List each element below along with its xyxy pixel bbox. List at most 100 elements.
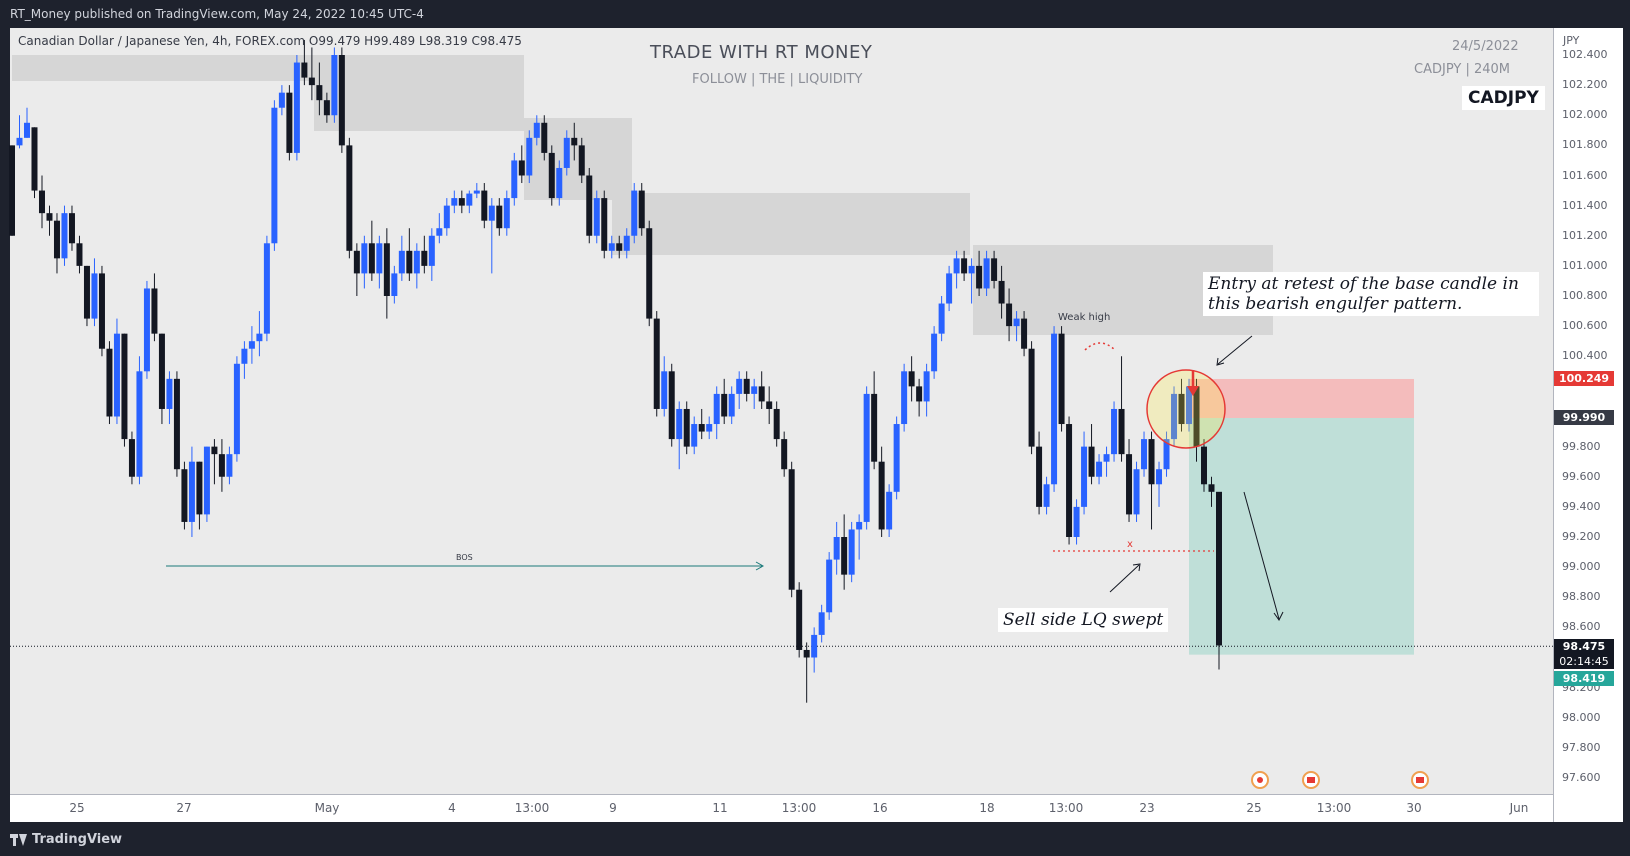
candle-body <box>443 205 450 229</box>
candle-body <box>1043 484 1050 507</box>
candle-body <box>16 137 23 146</box>
candle-body <box>668 371 675 440</box>
candle-body <box>1066 424 1073 537</box>
candle-body <box>413 250 420 274</box>
candle-body <box>53 220 60 259</box>
candle-body <box>803 649 810 658</box>
candle-body <box>751 386 758 394</box>
time-tick-label: 13:00 <box>1316 801 1352 815</box>
candle-body <box>946 273 953 304</box>
candle-body <box>841 537 848 575</box>
entry-arrow-icon <box>1187 386 1199 396</box>
candle-body <box>496 205 503 229</box>
candle-body <box>526 137 533 176</box>
sweep-pointer-line <box>1109 564 1140 593</box>
candle-body <box>166 378 173 409</box>
candle-body <box>766 401 773 409</box>
candle-body <box>758 386 765 402</box>
candle-body <box>256 333 263 342</box>
candle-body <box>376 243 383 274</box>
candle-body <box>466 193 473 206</box>
price-axis[interactable] <box>1553 28 1623 822</box>
candle-body <box>878 461 885 530</box>
price-tick-label: 102.400 <box>1562 48 1608 61</box>
candle-body <box>218 454 225 477</box>
weak-high-label: Weak high <box>1058 312 1111 323</box>
candle-body <box>1096 461 1103 477</box>
candle-body <box>1141 439 1148 470</box>
candle-body <box>541 122 548 153</box>
candle-body <box>548 152 555 199</box>
time-tick-label: 25 <box>1246 801 1262 815</box>
entry-annotation[interactable]: Entry at retest of the base candle in th… <box>1203 272 1539 316</box>
price-unit: JPY <box>1563 34 1580 47</box>
time-tick-label: 4 <box>448 801 456 815</box>
candle-body <box>601 198 608 251</box>
price-tick-label: 100.400 <box>1562 349 1608 363</box>
candle-body <box>781 439 788 470</box>
candle-body <box>1111 408 1118 455</box>
candle-body <box>533 122 540 138</box>
candle-body <box>848 529 855 575</box>
price-tick-label: 98.800 <box>1562 590 1601 604</box>
candle-body <box>511 160 518 199</box>
candle-body <box>361 243 368 274</box>
tradingview-logo[interactable]: TradingView <box>10 832 122 847</box>
candle-body <box>158 333 165 409</box>
candle-body <box>886 491 893 530</box>
candle-body <box>556 167 563 199</box>
candle-body <box>1073 506 1080 537</box>
candle-body <box>736 378 743 394</box>
candle-body <box>713 393 720 425</box>
price-tick-label: 101.600 <box>1562 168 1608 182</box>
candle-body <box>1193 386 1200 447</box>
time-tick-label: Jun <box>1509 801 1529 815</box>
sweep-annotation[interactable]: Sell side LQ swept <box>998 608 1169 632</box>
candle-body <box>331 55 338 116</box>
candle-body <box>908 371 915 387</box>
candle-body <box>593 198 600 236</box>
candle-body <box>316 85 323 101</box>
candle-body <box>1163 439 1170 470</box>
candle-body <box>98 273 105 349</box>
canada-flag-icon[interactable] <box>1411 771 1429 789</box>
engulfing-highlight-circle <box>1146 369 1226 449</box>
candle-body <box>578 145 585 176</box>
time-tick-label: 23 <box>1139 801 1155 815</box>
time-tick-label: May <box>314 801 340 815</box>
candle-body <box>676 408 683 440</box>
candle-body <box>833 537 840 560</box>
candle-body <box>1058 333 1065 425</box>
price-tick-label: 100.800 <box>1562 289 1608 302</box>
price-tick-label: 101.200 <box>1562 228 1608 242</box>
time-tick-label: 27 <box>176 801 192 815</box>
publisher-line: RT_Money published on TradingView.com, M… <box>10 7 424 21</box>
candle-body <box>631 190 638 236</box>
candle-body <box>638 190 645 229</box>
price-tick-label: 100.600 <box>1562 319 1608 333</box>
candle-body <box>263 243 270 334</box>
price-tick-label: 98.600 <box>1562 620 1601 634</box>
candle-body <box>916 386 923 402</box>
candle-body <box>38 190 45 214</box>
candle-body <box>661 371 668 409</box>
time-axis[interactable] <box>10 794 1553 823</box>
candle-body <box>428 235 435 266</box>
candle-body <box>1133 469 1140 515</box>
candle-body <box>106 348 113 417</box>
take-profit-zone <box>1189 418 1414 655</box>
candle-body <box>203 446 210 515</box>
time-tick-label: 16 <box>872 801 888 815</box>
canada-flag-icon[interactable] <box>1302 771 1320 789</box>
economic-event-icon[interactable] <box>1251 771 1269 789</box>
price-tick-label: 98.000 <box>1562 710 1601 724</box>
candle-body <box>286 92 293 153</box>
candle-body <box>481 190 488 221</box>
candle-body <box>368 243 375 274</box>
candle-body <box>1118 408 1125 455</box>
symbol-legend: Canadian Dollar / Japanese Yen, 4h, FORE… <box>18 34 522 48</box>
candle-body <box>113 333 120 417</box>
entry-pointer-arrow-icon <box>1216 357 1225 366</box>
time-tick-label: 11 <box>712 801 728 815</box>
